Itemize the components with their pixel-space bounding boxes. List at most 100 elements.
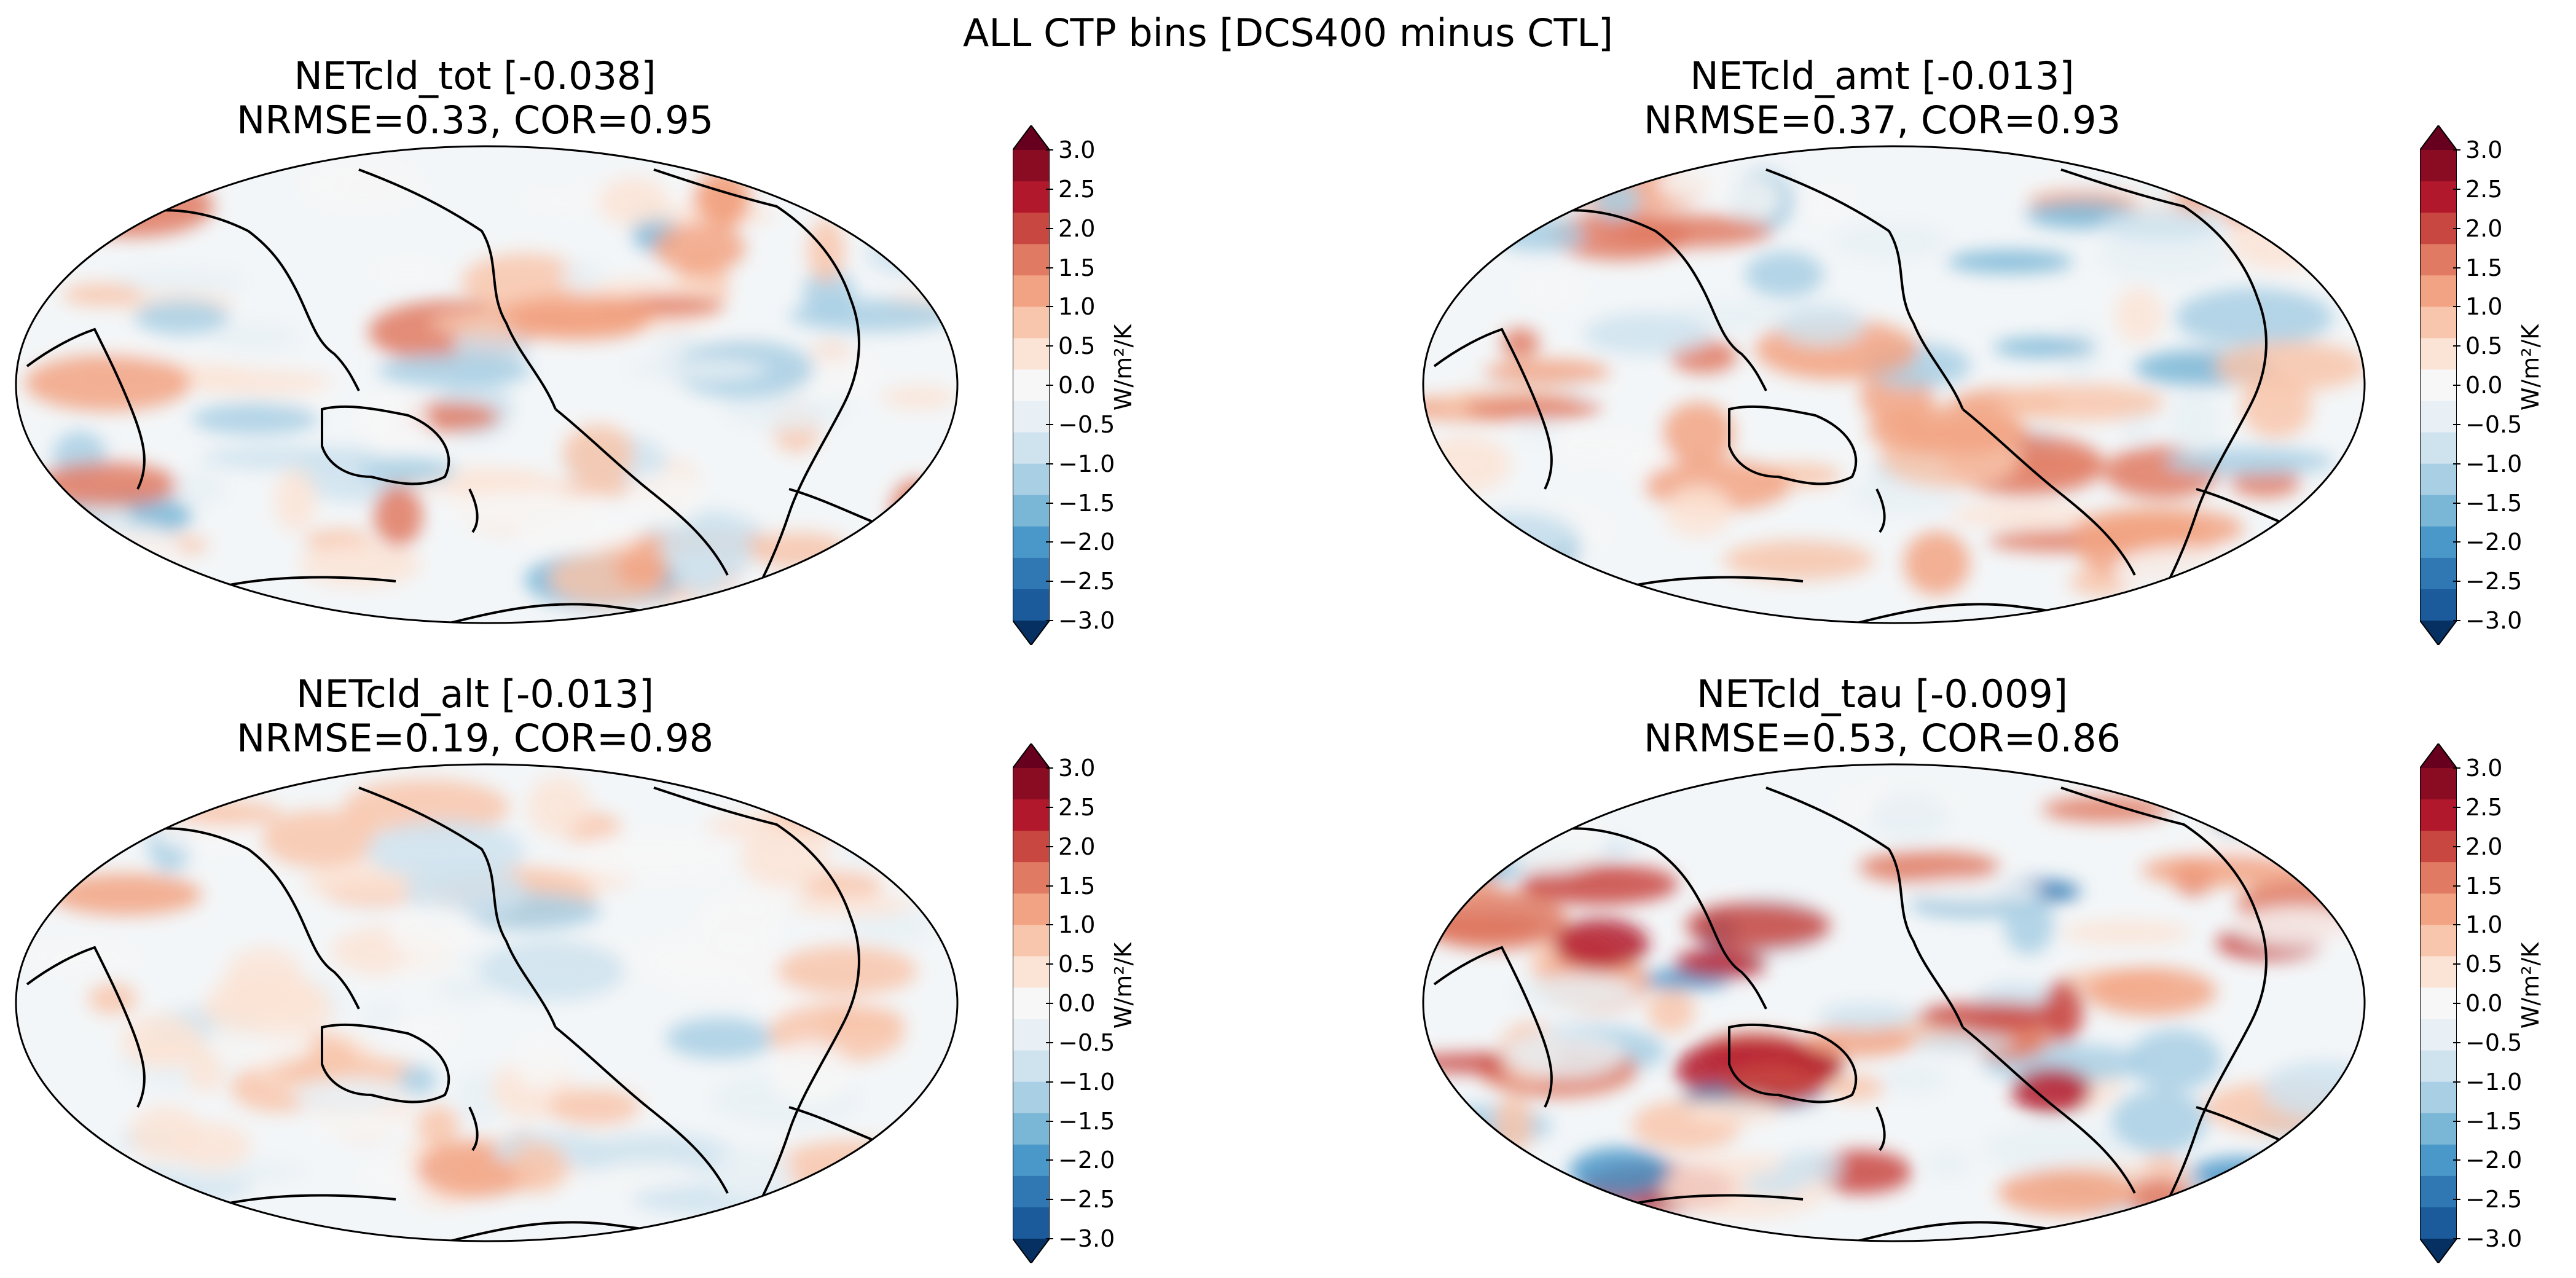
colorbar-extend-max <box>2420 125 2457 150</box>
colorbar-segment <box>1013 495 1050 527</box>
colorbar-tick-label: −1.0 <box>1058 1068 1115 1096</box>
colorbar-segment <box>1013 1207 1050 1239</box>
colorbar-tick-label: −1.0 <box>1058 450 1115 477</box>
anomaly-patch <box>36 202 86 254</box>
colorbar-segment <box>1013 369 1050 402</box>
colorbar-segment <box>2420 307 2457 339</box>
colorbar-tick-label: −3.0 <box>1058 1225 1115 1252</box>
anomaly-patch <box>2126 1176 2193 1218</box>
colorbar-extend-max <box>1013 125 1050 150</box>
colorbar-segment <box>2420 925 2457 957</box>
colorbar-tick-label: 0.0 <box>2465 990 2503 1017</box>
map-panel-3: NETcld_alt [-0.013] NRMSE=0.19, COR=0.98… <box>0 618 1288 1263</box>
anomaly-patch <box>1501 328 1539 358</box>
anomaly-patch <box>2214 341 2365 392</box>
colorbar-segment <box>2420 1019 2457 1051</box>
anomaly-patch <box>1947 250 2073 273</box>
anomaly-patch <box>358 391 429 458</box>
anomaly-patch <box>1998 1169 2137 1216</box>
anomaly-patch <box>1917 1002 2070 1031</box>
anomaly-patch <box>2234 907 2365 947</box>
anomaly-patch <box>371 1022 461 1043</box>
colorbar-segment <box>1013 244 1050 276</box>
anomaly-patch <box>799 871 883 900</box>
anomaly-patch <box>171 471 226 505</box>
colorbar-segment <box>2420 862 2457 894</box>
colorbar-segment <box>1013 799 1050 831</box>
anomaly-patch <box>1727 175 1783 222</box>
panel-stats: NRMSE=0.37, COR=0.93 <box>1643 98 2121 143</box>
colorbar-tick-mark <box>1046 227 1053 229</box>
colorbar-tick-mark <box>2453 306 2460 308</box>
anomaly-patch <box>2175 288 2333 348</box>
anomaly-patch <box>692 172 749 224</box>
colorbar-tick-label: 3.0 <box>1058 755 1096 782</box>
anomaly-patch <box>377 353 532 388</box>
anomaly-patch <box>776 945 917 997</box>
anomaly-patch <box>548 1088 642 1126</box>
colorbar-tick-mark <box>1046 885 1053 887</box>
anomaly-patch <box>627 358 767 382</box>
colorbar-tick-mark <box>2453 924 2460 926</box>
world-map <box>1422 145 2366 624</box>
panel-stats: NRMSE=0.53, COR=0.86 <box>1643 716 2121 761</box>
colorbar-segment <box>2420 495 2457 527</box>
colorbar-tick-label: 1.5 <box>1058 254 1096 281</box>
coastline <box>468 1107 479 1151</box>
coastline <box>2060 168 2268 404</box>
anomaly-patch <box>416 1105 460 1146</box>
anomaly-patch <box>1569 1147 1670 1196</box>
colorbar-tick-label: 2.0 <box>1058 214 1096 242</box>
colorbar-segment <box>2420 275 2457 307</box>
anomaly-patch <box>845 825 957 853</box>
anomaly-patch <box>2169 390 2221 454</box>
colorbar-tick-label: 1.0 <box>1058 293 1096 321</box>
anomaly-patch <box>300 159 416 210</box>
colorbar-tick-label: 0.5 <box>1058 951 1096 978</box>
colorbar-tick-mark <box>1046 1041 1053 1043</box>
anomaly-patch <box>1745 251 1824 298</box>
anomaly-patch <box>2237 806 2365 824</box>
coastline <box>1624 576 1804 589</box>
anomaly-patch <box>50 873 202 916</box>
colorbar-tick-label: −1.0 <box>2465 1068 2523 1096</box>
colorbar-tick-mark <box>2453 385 2460 386</box>
anomaly-patch <box>1520 277 1587 301</box>
colorbar-tick-label: 2.0 <box>1058 833 1096 860</box>
colorbar-tick-mark <box>2453 885 2460 887</box>
anomaly-patch <box>2100 207 2225 241</box>
colorbar <box>1013 743 1050 1263</box>
colorbar-tick-label: 1.0 <box>2465 911 2503 939</box>
colorbar-tick-label: −2.0 <box>2465 1147 2523 1174</box>
colorbar-segment <box>1013 956 1050 988</box>
colorbar-tick-label: 2.5 <box>2465 175 2503 203</box>
coastline <box>217 576 396 589</box>
colorbar-tick-mark <box>1046 306 1053 308</box>
colorbar-segment <box>2420 463 2457 496</box>
anomaly-patch <box>262 810 379 868</box>
anomaly-patch <box>653 222 746 273</box>
colorbar-tick-label: 2.0 <box>2465 214 2503 242</box>
anomaly-patch <box>1484 359 1611 385</box>
coastline <box>296 292 360 391</box>
colorbar-segment <box>2420 956 2457 988</box>
coastline <box>653 786 860 1022</box>
anomaly-patch <box>202 445 372 471</box>
anomaly-patch <box>1869 792 1950 842</box>
anomaly-patch <box>275 468 316 532</box>
anomaly-patch <box>2011 1067 2092 1114</box>
coastline <box>1961 408 2136 576</box>
map-panel-1: NETcld_tot [-0.038] NRMSE=0.33, COR=0.95… <box>0 0 1288 645</box>
coastline <box>2158 402 2253 600</box>
coastline <box>554 408 729 576</box>
colorbar-tick-label: 3.0 <box>2465 755 2503 782</box>
colorbar-tick-mark <box>1046 1081 1053 1083</box>
anomaly-patch <box>1583 312 1713 356</box>
colorbar-tick-mark <box>1046 188 1053 190</box>
anomaly-patch <box>2060 920 2192 945</box>
colorbar-tick-label: −2.5 <box>2465 568 2523 595</box>
coastline <box>1703 292 1767 391</box>
colorbar-tick-mark <box>2453 845 2460 847</box>
anomaly-patch <box>570 831 737 879</box>
panel-title: NETcld_alt [-0.013] <box>296 672 654 716</box>
